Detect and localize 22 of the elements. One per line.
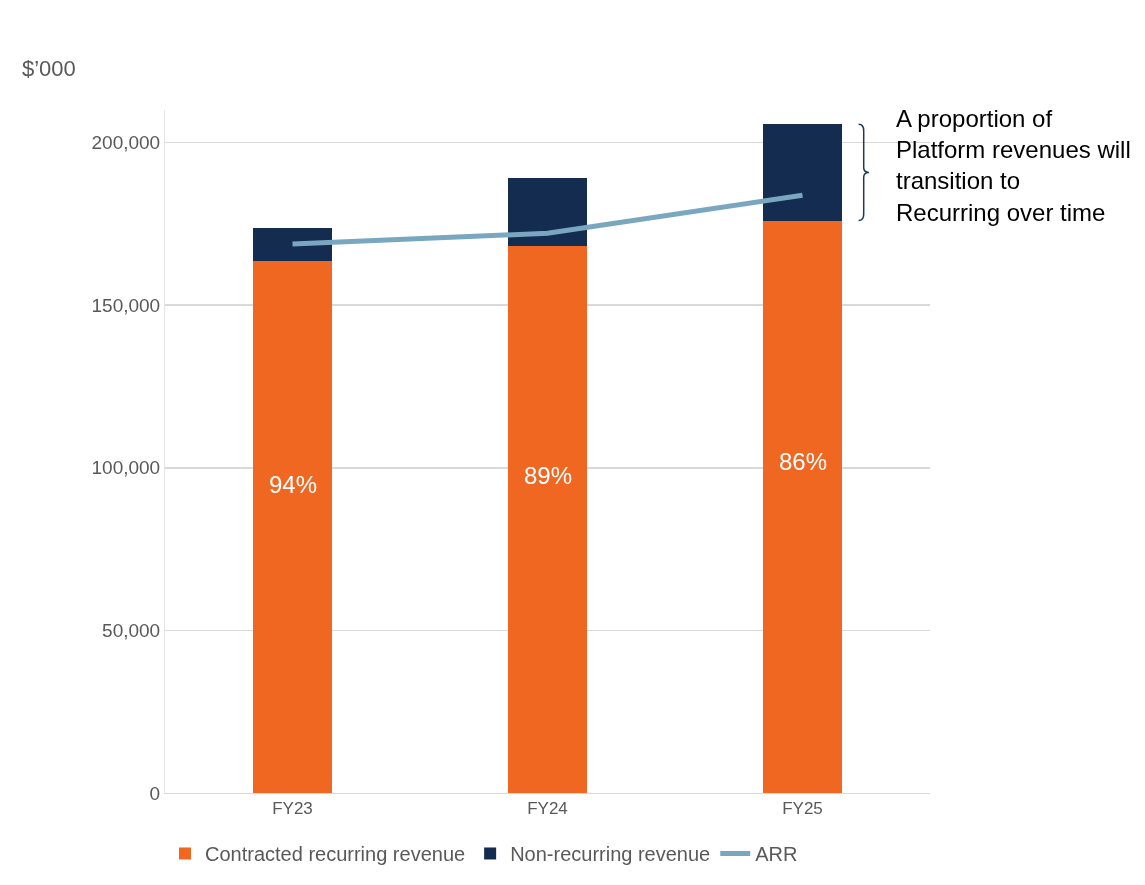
legend-label: Non-recurring revenue xyxy=(510,843,711,866)
annotation: 89% xyxy=(524,462,573,489)
x-tick-label: FY24 xyxy=(527,799,568,819)
y-tick-label: 100,000 xyxy=(91,457,161,479)
y-tick-label: 150,000 xyxy=(91,294,161,316)
bar xyxy=(762,124,843,221)
annotation: 94% xyxy=(269,471,318,498)
bar xyxy=(252,261,333,793)
legend-label: Contracted recurring revenue xyxy=(205,843,466,866)
y-tick-label: 0 xyxy=(149,782,161,804)
x-tick-label: FY25 xyxy=(782,799,823,819)
bar xyxy=(762,220,843,793)
y-axis-title: $’000 xyxy=(22,56,76,81)
legend-label: ARR xyxy=(755,843,798,866)
y-tick-label: 200,000 xyxy=(91,132,161,154)
bar xyxy=(507,245,588,793)
y-tick-label: 50,000 xyxy=(102,620,161,642)
bar xyxy=(507,177,588,246)
x-tick-label: FY23 xyxy=(272,799,313,819)
annotation: A proportion of Platform revenues will transition to Recurring over time xyxy=(896,105,1131,226)
bar xyxy=(252,227,333,262)
annotation: 86% xyxy=(779,448,828,475)
